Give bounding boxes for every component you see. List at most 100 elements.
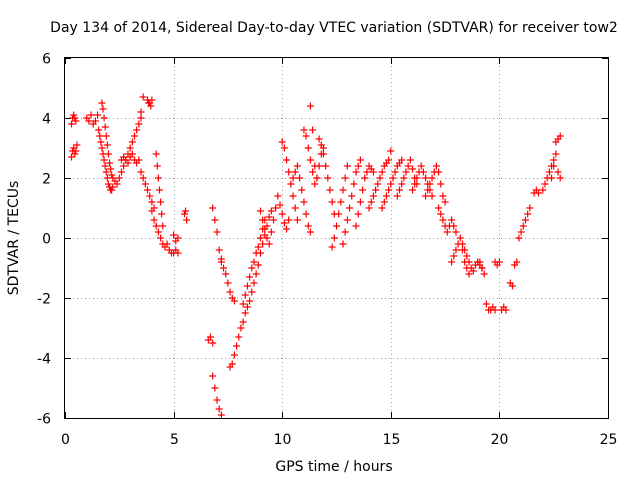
data-point <box>378 204 386 212</box>
data-point <box>183 216 191 224</box>
data-point <box>146 192 154 200</box>
x-tick-label: 10 <box>274 432 292 448</box>
data-point <box>280 144 288 152</box>
data-point <box>374 180 382 188</box>
data-point <box>432 162 440 170</box>
data-point <box>328 198 336 206</box>
data-point <box>157 198 165 206</box>
x-tick-label: 20 <box>491 432 509 448</box>
y-tick-label: 6 <box>42 52 51 68</box>
data-point <box>389 174 397 182</box>
data-point <box>239 300 247 308</box>
data-point <box>298 186 306 194</box>
data-point <box>267 207 275 215</box>
data-point <box>343 216 351 224</box>
data-point <box>256 249 264 257</box>
data-point <box>437 180 445 188</box>
data-point <box>326 186 334 194</box>
data-point <box>131 132 139 140</box>
data-point <box>209 204 217 212</box>
data-point <box>117 168 125 176</box>
data-point <box>448 258 456 266</box>
data-point <box>265 213 273 221</box>
data-point <box>385 186 393 194</box>
data-point <box>398 156 406 164</box>
data-point <box>439 216 447 224</box>
data-point <box>333 222 340 230</box>
data-point <box>215 246 223 254</box>
data-point <box>385 156 393 164</box>
data-point <box>515 234 523 242</box>
data-point <box>304 144 312 152</box>
data-point <box>478 264 486 272</box>
data-point <box>239 318 247 326</box>
data-point <box>215 405 223 413</box>
data-point <box>102 168 110 176</box>
data-point <box>139 93 147 101</box>
data-point <box>243 303 251 311</box>
data-point <box>335 210 343 218</box>
data-point <box>246 273 254 281</box>
data-point <box>387 147 395 155</box>
data-point <box>356 198 364 206</box>
y-axis-label: SDTVAR / TECUs <box>6 181 22 296</box>
data-point <box>304 222 312 230</box>
data-point <box>480 270 488 278</box>
data-point <box>348 192 356 200</box>
data-point <box>104 150 112 158</box>
data-point <box>409 165 417 173</box>
data-point <box>159 222 167 230</box>
data-point <box>150 216 158 224</box>
data-point <box>100 114 108 122</box>
data-point <box>296 174 304 182</box>
data-point <box>163 240 171 248</box>
data-point <box>70 111 78 119</box>
data-point <box>128 150 136 158</box>
data-point <box>256 234 264 242</box>
data-point <box>211 216 219 224</box>
data-point <box>226 288 234 296</box>
data-point <box>293 162 301 170</box>
data-point <box>287 180 295 188</box>
data-point <box>452 228 460 236</box>
data-point <box>550 156 558 164</box>
data-point <box>356 156 364 164</box>
data-point <box>422 192 430 200</box>
data-point <box>124 159 132 167</box>
data-point <box>424 186 432 194</box>
data-point <box>207 333 215 341</box>
data-point <box>556 132 564 140</box>
data-point <box>108 186 116 194</box>
data-point <box>387 180 395 188</box>
data-point <box>283 225 291 233</box>
data-point <box>550 162 558 170</box>
data-point <box>306 228 314 236</box>
data-point <box>126 144 134 152</box>
data-point <box>274 192 282 200</box>
data-point <box>220 264 228 272</box>
data-points <box>68 93 564 419</box>
data-point <box>339 186 347 194</box>
data-point <box>259 240 267 248</box>
data-point <box>152 222 160 230</box>
chart-title: Day 134 of 2014, Sidereal Day-to-day VTE… <box>50 20 618 36</box>
data-point <box>458 240 466 248</box>
data-point <box>313 174 321 182</box>
data-point <box>263 234 271 242</box>
data-point <box>103 141 111 149</box>
data-point <box>158 210 166 218</box>
x-axis-label: GPS time / hours <box>275 459 392 475</box>
data-point <box>346 204 354 212</box>
data-point <box>367 198 375 206</box>
x-tick-label: 0 <box>61 432 70 448</box>
data-point <box>98 99 106 107</box>
data-point <box>101 123 109 131</box>
data-point <box>343 162 351 170</box>
data-point <box>398 180 406 188</box>
data-point <box>369 168 377 176</box>
data-point <box>324 174 332 182</box>
data-point <box>133 126 141 134</box>
data-point <box>319 150 327 158</box>
data-point <box>278 210 286 218</box>
